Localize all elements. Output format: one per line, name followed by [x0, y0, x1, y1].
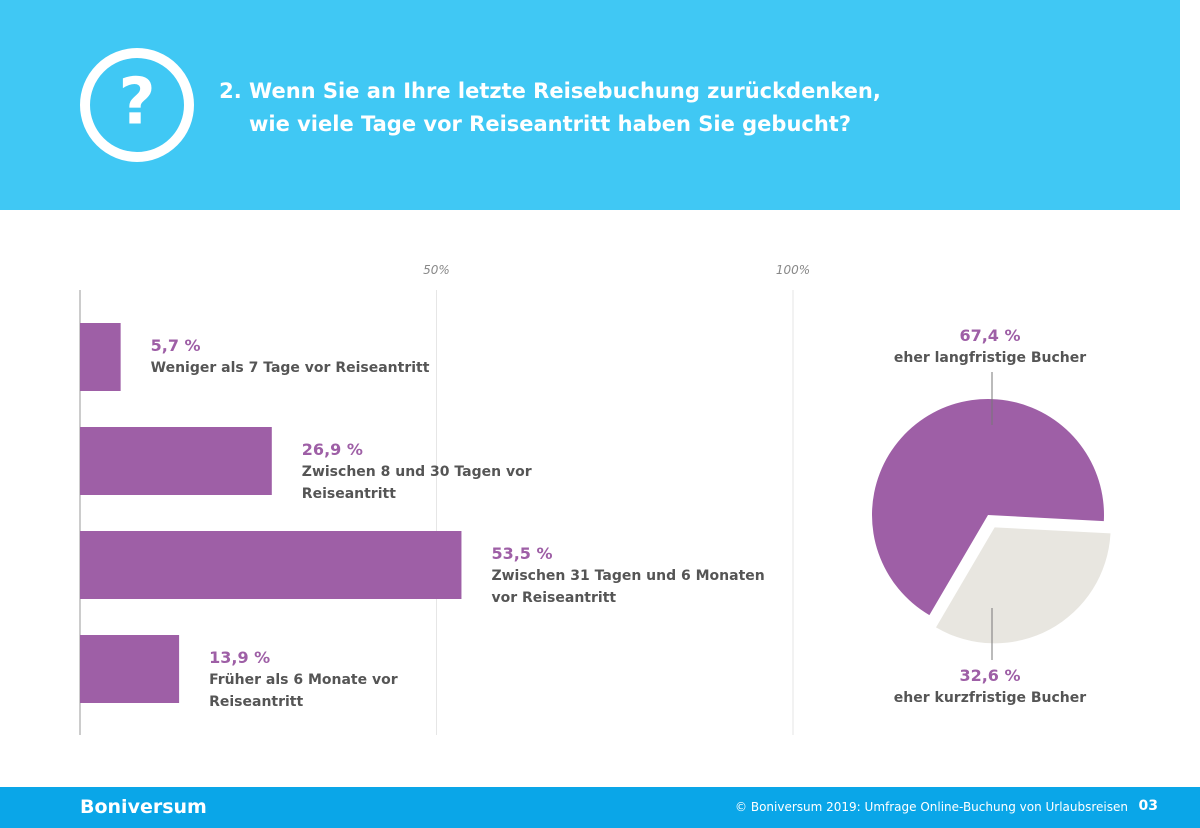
pie-category: eher kurzfristige Bucher	[893, 690, 1087, 706]
page-number: 03	[1138, 798, 1158, 814]
pie-label: 67,4 % eher langfristige Bucher	[880, 325, 1100, 369]
bar	[80, 635, 180, 703]
chart: 50% 100%	[79, 263, 1111, 735]
bar	[80, 323, 121, 391]
x-tick-label: 100%	[776, 263, 810, 277]
category-label: Zwischen 8 und 30 Tagen vor Reiseantritt	[301, 464, 532, 502]
bar-label: 26,9 % Zwischen 8 und 30 Tagen vor Reisea…	[302, 439, 582, 505]
value-label: 26,9 %	[301, 440, 363, 459]
copyright: © Boniversum 2019: Umfrage Online-Buchun…	[735, 800, 1128, 814]
brand: Boniversum	[80, 796, 207, 818]
question-icon: ?	[80, 48, 194, 162]
bar-label: 53,5 % Zwischen 31 Tagen und 6 Monaten vo…	[491, 543, 771, 609]
pie-value-label: 67,4 %	[959, 326, 1021, 345]
x-tick-label: 50%	[423, 263, 450, 277]
title: 2. Wenn Sie an Ihre letzte Reisebuchung …	[180, 75, 920, 141]
bar	[80, 531, 462, 599]
category-label: Weniger als 7 Tage vor Reiseantritt	[150, 360, 430, 376]
value-label: 5,7 %	[150, 336, 201, 355]
category-label: Früher als 6 Monate vor Reiseantritt	[209, 672, 398, 710]
title-line: wie viele Tage vor Reiseantritt haben Si…	[248, 112, 852, 136]
pie-slice	[936, 527, 1111, 644]
bar	[80, 427, 272, 495]
pie-value-label: 32,6 %	[959, 666, 1021, 685]
header: ? 2. Wenn Sie an Ihre letzte Reisebuchun…	[0, 0, 1180, 210]
bar-label: 5,7 % Weniger als 7 Tage vor Reiseantritt	[151, 335, 430, 379]
value-label: 13,9 %	[209, 648, 271, 667]
pie-category: eher langfristige Bucher	[893, 350, 1087, 366]
icon-text: ?	[118, 66, 155, 140]
pie-slice	[872, 399, 1104, 616]
pie-label: 32,6 % eher kurzfristige Bucher	[880, 665, 1100, 709]
bar-label: 13,9 % Früher als 6 Monate vor Reiseantri…	[209, 647, 489, 713]
footer: Boniversum © Boniversum 2019: Umfrage On…	[0, 787, 1200, 828]
value-label: 53,5 %	[491, 544, 553, 563]
category-label: Zwischen 31 Tagen und 6 Monaten vor Reis…	[491, 568, 765, 606]
title-line: 2. Wenn Sie an Ihre letzte Reisebuchung …	[219, 79, 881, 103]
